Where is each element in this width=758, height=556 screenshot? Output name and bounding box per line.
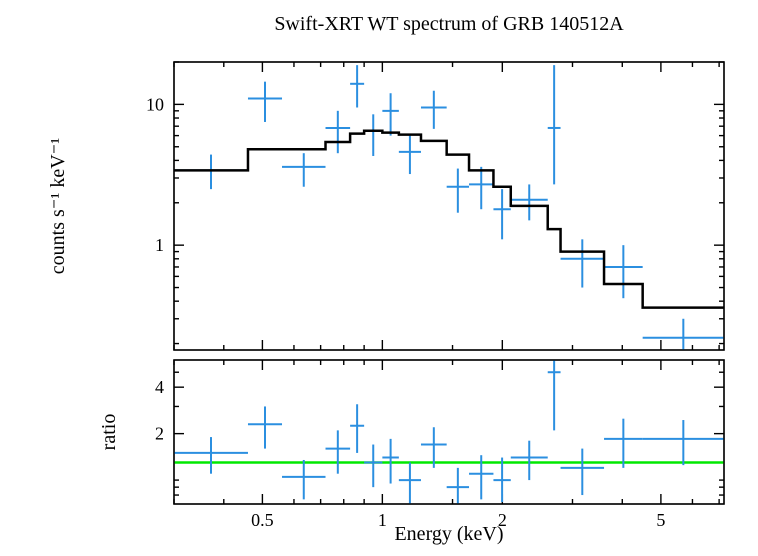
svg-text:5: 5: [656, 510, 665, 530]
svg-text:2: 2: [498, 510, 507, 530]
y-axis-label-top: counts s⁻¹ keV⁻¹: [47, 138, 69, 274]
x-axis-label: Energy (keV): [394, 523, 503, 545]
chart-title: Swift-XRT WT spectrum of GRB 140512A: [274, 13, 624, 35]
spectrum-chart: Swift-XRT WT spectrum of GRB 140512A Ener…: [0, 0, 758, 556]
svg-text:10: 10: [146, 94, 164, 114]
svg-text:2: 2: [155, 424, 164, 444]
y-axis-label-bot: ratio: [98, 414, 120, 451]
svg-text:4: 4: [155, 377, 164, 397]
svg-text:1: 1: [155, 235, 164, 255]
svg-text:0.5: 0.5: [251, 510, 274, 530]
svg-text:1: 1: [378, 510, 387, 530]
chart-svg: Swift-XRT WT spectrum of GRB 140512A Ener…: [0, 0, 758, 556]
